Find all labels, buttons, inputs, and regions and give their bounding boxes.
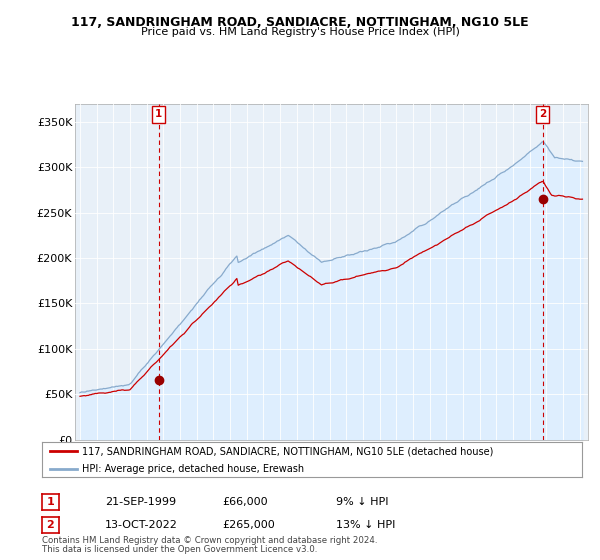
Text: 1: 1	[155, 110, 162, 119]
Text: This data is licensed under the Open Government Licence v3.0.: This data is licensed under the Open Gov…	[42, 545, 317, 554]
Text: 13-OCT-2022: 13-OCT-2022	[105, 520, 178, 530]
Text: 2: 2	[47, 520, 54, 530]
Text: 117, SANDRINGHAM ROAD, SANDIACRE, NOTTINGHAM, NG10 5LE: 117, SANDRINGHAM ROAD, SANDIACRE, NOTTIN…	[71, 16, 529, 29]
Text: £66,000: £66,000	[222, 497, 268, 507]
Text: 13% ↓ HPI: 13% ↓ HPI	[336, 520, 395, 530]
Text: £265,000: £265,000	[222, 520, 275, 530]
Text: Contains HM Land Registry data © Crown copyright and database right 2024.: Contains HM Land Registry data © Crown c…	[42, 536, 377, 545]
Text: Price paid vs. HM Land Registry's House Price Index (HPI): Price paid vs. HM Land Registry's House …	[140, 27, 460, 37]
Text: 1: 1	[47, 497, 54, 507]
Text: 9% ↓ HPI: 9% ↓ HPI	[336, 497, 389, 507]
Text: HPI: Average price, detached house, Erewash: HPI: Average price, detached house, Erew…	[83, 464, 305, 474]
Text: 117, SANDRINGHAM ROAD, SANDIACRE, NOTTINGHAM, NG10 5LE (detached house): 117, SANDRINGHAM ROAD, SANDIACRE, NOTTIN…	[83, 446, 494, 456]
Text: 21-SEP-1999: 21-SEP-1999	[105, 497, 176, 507]
Text: 2: 2	[539, 110, 547, 119]
